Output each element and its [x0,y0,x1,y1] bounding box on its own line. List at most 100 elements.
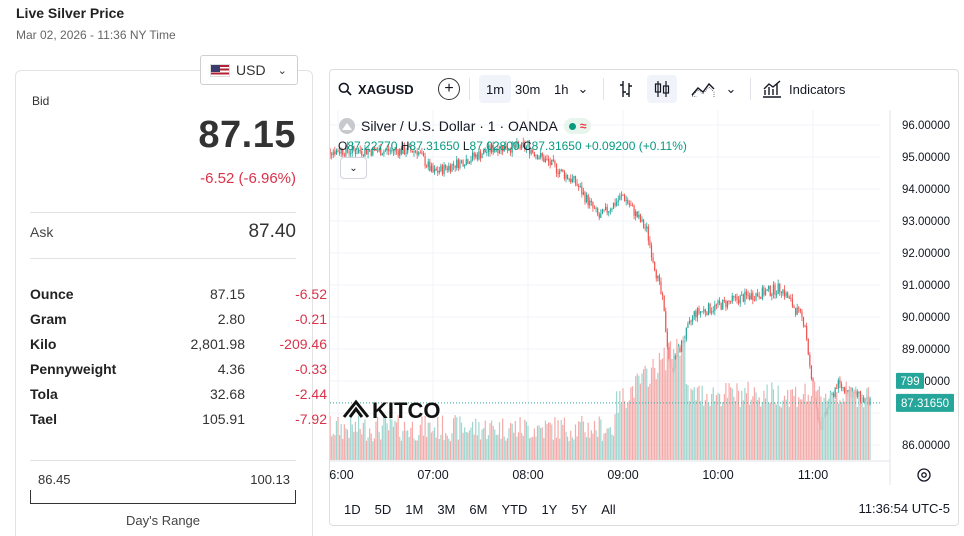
candle-body [495,148,497,150]
candle-body [589,200,591,206]
toolbar-divider [469,78,470,100]
range-1m[interactable]: 1M [405,501,424,517]
unit-price: 4.36 [217,361,245,377]
candle-body [414,151,417,153]
candle-body [389,150,391,152]
symbol-label: XAGUSD [358,81,414,97]
candle-body [720,303,722,310]
volume-bar [867,387,870,460]
range-3m[interactable]: 3M [437,501,456,517]
volume-bar [796,406,798,460]
us-flag-icon [210,63,230,77]
volume-bar [563,417,566,460]
y-tick-label: 94.00000 [902,184,950,196]
volume-bar [587,422,589,460]
volume-bar [519,417,521,460]
symbol-search[interactable]: XAGUSD [338,70,414,108]
low-value: 87.02800 [469,139,520,153]
candle-body [571,178,573,183]
volume-bar [650,367,653,460]
volume-bar [739,407,741,460]
unit-change: -0.33 [295,361,327,377]
candle-body [755,293,757,301]
candle-body [807,339,809,355]
volume-bar [828,398,830,460]
candle-body [540,152,542,158]
volume-bar [590,430,592,460]
chart-settings-icon[interactable] [917,468,931,482]
candle-body [761,287,763,299]
interval-1m[interactable]: 1m [479,75,512,103]
unit-price: 2.80 [217,311,245,327]
days-range-label: Day's Range [125,513,201,528]
range-1d[interactable]: 1D [344,501,361,517]
candle-body [345,145,347,156]
volume-bar [525,421,528,460]
open-label: O [338,139,348,153]
candle-body [842,387,844,389]
volume-bar [429,422,431,460]
legend-collapse-button[interactable]: ⌄ [340,157,367,179]
candle-body [612,203,615,209]
candle-body [525,146,528,150]
candle-body [652,257,654,263]
interval-1h[interactable]: 1h [554,81,569,97]
indicators-button[interactable]: Indicators [762,70,845,108]
volume-bar [655,379,657,460]
interval-30m[interactable]: 30m [515,81,541,97]
candle-body [533,152,535,157]
candle-body [650,245,653,258]
range-1y[interactable]: 1Y [541,501,558,517]
bar-chart-type-icon[interactable] [611,75,641,103]
volume-bar [403,421,406,460]
range-all[interactable]: All [601,501,616,517]
volume-bar [506,438,509,460]
candle-body [509,150,512,153]
candle-body [566,174,569,180]
volume-bar [427,422,429,460]
candle-body [413,151,415,153]
volume-bar [462,432,464,460]
volume-bar [725,383,727,460]
price-chart[interactable]: KITCO 96.00000 95.00000 94.00000 93.00000 92.… [330,110,959,490]
candle-body [381,154,383,156]
candle-body [654,262,656,271]
candle-body [416,151,418,155]
volume-bar [589,437,591,460]
candle-body [508,150,510,152]
compare-add-icon[interactable]: + [438,78,460,100]
volume-bar [741,390,743,460]
candle-chart-type-icon[interactable] [647,75,677,103]
search-icon [338,82,352,96]
currency-selector[interactable]: USD ⌄ [200,55,298,85]
area-chart-type-icon[interactable] [686,75,720,103]
candle-body [489,145,491,153]
volume-bar [345,428,347,460]
candle-body [627,199,629,204]
candle-body [562,169,564,172]
volume-bar [652,358,654,460]
candle-body [747,294,749,296]
candle-body [809,354,811,366]
candle-body [418,152,420,155]
range-5y[interactable]: 5Y [571,501,588,517]
candle-body [597,208,599,215]
range-5d[interactable]: 5D [374,501,392,517]
unit-change: -7.92 [295,411,327,427]
range-ytd[interactable]: YTD [501,501,528,517]
candle-body [505,145,507,150]
chart-type-dropdown-icon[interactable]: ⌄ [725,81,737,96]
range-6m[interactable]: 6M [469,501,488,517]
volume-bar [612,435,615,460]
candle-body [517,142,520,146]
candle-body [422,152,425,157]
volume-bar [772,389,775,460]
candle-body [661,293,664,296]
interval-dropdown-icon[interactable]: ⌄ [577,81,589,96]
volume-bar [845,381,847,460]
volume-bar [609,426,611,460]
unit-row-ounce: Ounce 87.15 -6.52 [30,286,327,306]
candle-body [375,149,377,151]
volume-bar [490,420,493,460]
candle-body [348,151,350,154]
